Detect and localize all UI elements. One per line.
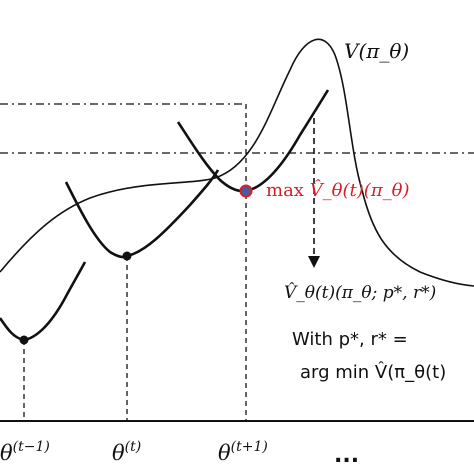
iterate-label-t-plus-1: θ(t+1) (218, 439, 268, 465)
max-label-prefix: max (266, 180, 310, 201)
iterate-sup: (t) (125, 439, 142, 455)
ellipsis: ... (334, 443, 359, 468)
surrogate-curve-3 (176, 89, 330, 193)
surrogate-curve-2 (64, 169, 220, 259)
surrogate-label: V̂_θ(t)(π_θ; p*, r*) (284, 283, 436, 303)
value-curve-label: V(π_θ) (344, 39, 409, 63)
argmin-label: arg min V̂(π_θ(t) (300, 362, 446, 383)
max-label: max V̂_θ(t)(π_θ) (266, 179, 410, 201)
surrogate-curve-1 (0, 261, 87, 342)
with-label: With p*, r* = (292, 329, 408, 350)
iterate-label-t: θ(t) (112, 439, 141, 465)
value-curve (0, 38, 474, 287)
iterate-base: θ (218, 441, 231, 465)
svg-text:θ(t−1): θ(t−1) (0, 439, 50, 465)
max-label-expr: V̂_θ(t)(π_θ) (310, 179, 410, 201)
iterate-sup: (t+1) (231, 439, 268, 455)
iterate-label-t-minus-1: θ(t−1) (0, 439, 50, 465)
iterate-base: θ (112, 441, 125, 465)
iterate-base: θ (0, 441, 13, 465)
svg-text:θ(t): θ(t) (112, 439, 141, 465)
max-point (239, 184, 253, 198)
svg-text:θ(t+1): θ(t+1) (218, 439, 268, 465)
iterate-point-t-minus-1 (19, 335, 29, 345)
iterate-sup: (t−1) (13, 439, 50, 455)
iterate-point-t (122, 251, 132, 261)
projection-arrow-head (308, 256, 320, 268)
